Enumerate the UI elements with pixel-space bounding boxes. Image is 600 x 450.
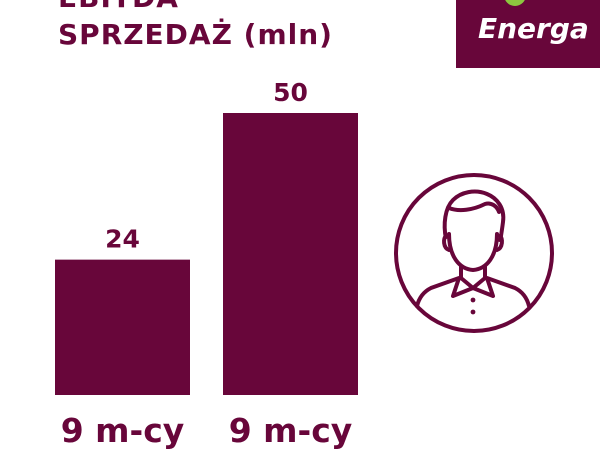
- logo-leaf-icon: [504, 0, 526, 6]
- bar-2: [223, 113, 358, 395]
- chart-title-unit: (mln): [243, 18, 333, 51]
- category-label-2: 9 m-cy: [229, 411, 353, 450]
- category-label-1: 9 m-cy: [61, 411, 185, 450]
- bar-1: [55, 259, 190, 395]
- chart-title-line-2: SPRZEDAŻ (mln): [58, 18, 333, 51]
- chart-title-line-1: EBITDA: [58, 0, 179, 14]
- logo-text: Energa: [478, 12, 589, 45]
- chart-title-main: SPRZEDAŻ: [58, 18, 233, 51]
- person-avatar-icon: [394, 173, 554, 333]
- energa-logo: Energa: [456, 0, 600, 68]
- bar-value-label-1: 24: [105, 225, 140, 254]
- bar-value-label-2: 50: [273, 78, 308, 107]
